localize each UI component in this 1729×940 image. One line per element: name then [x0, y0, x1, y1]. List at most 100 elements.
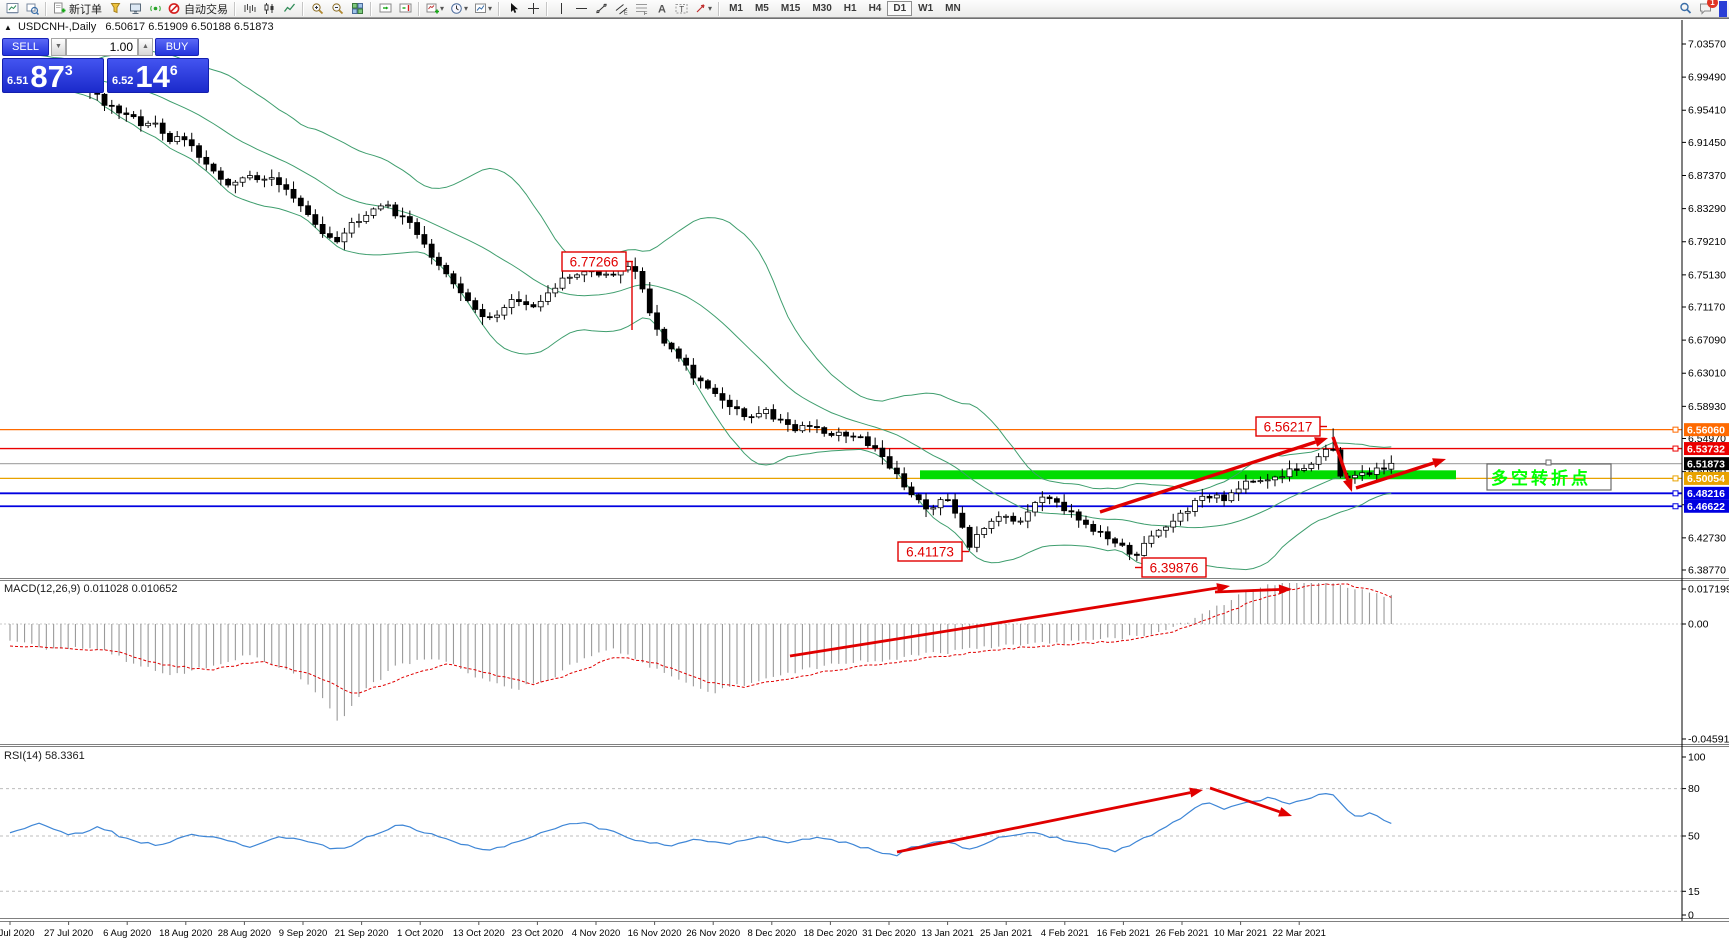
price-tick-label: 6.75130: [1688, 269, 1726, 281]
bollinger-bands: [9, 49, 1392, 571]
buy-button[interactable]: BUY: [155, 38, 199, 56]
new-order-icon: [54, 2, 66, 14]
line-chart-button[interactable]: [279, 1, 299, 17]
timeframe-w1-button[interactable]: W1: [918, 3, 934, 14]
hline-button[interactable]: [571, 1, 591, 17]
price-tick-label: 6.91450: [1688, 137, 1726, 149]
turning-point-label[interactable]: 多空转折点: [1486, 459, 1612, 491]
price-tick-label: 6.99490: [1688, 72, 1726, 84]
green-support-zone[interactable]: [920, 470, 1456, 480]
vline-button[interactable]: [551, 1, 571, 17]
price-tick-label: 6.87370: [1688, 170, 1726, 182]
timeframe-m1-button[interactable]: M1: [729, 3, 743, 14]
crosshair-button[interactable]: [523, 1, 543, 17]
channel-button[interactable]: E: [611, 1, 631, 17]
sell-price-pips: 87: [30, 59, 65, 94]
rsi-tick-label: 50: [1688, 831, 1700, 843]
toolbar-separator: [498, 1, 501, 16]
macd-tick-label: 0.00: [1688, 619, 1709, 631]
macd-tick-label: -0.045919: [1688, 733, 1729, 745]
rsi-tick-label: 100: [1688, 752, 1706, 764]
trend-arrows-main[interactable]: [1099, 436, 1446, 514]
cursor-button[interactable]: [503, 1, 523, 17]
timeframe-m5-button[interactable]: M5: [754, 3, 769, 14]
price-tag-annotations[interactable]: 6.77266 6.56217 6.41173 6.39876: [561, 251, 1327, 578]
autotrade-button[interactable]: 自动交易: [165, 1, 231, 17]
periods-icon: [451, 3, 462, 14]
funnel-button[interactable]: [105, 1, 125, 17]
timeframe-h4-button[interactable]: H4: [868, 3, 882, 14]
timeframe-mn-button[interactable]: MN: [945, 3, 961, 14]
trendline-button[interactable]: [591, 1, 611, 17]
chevron-down-icon: ▾: [708, 4, 713, 13]
chart-shift-button[interactable]: [375, 1, 395, 17]
collapse-icon[interactable]: ▲: [4, 23, 12, 32]
indicators-button[interactable]: ▾: [423, 1, 447, 17]
timeframe-m30-button[interactable]: M30: [812, 3, 832, 14]
toolbar-separator: [302, 1, 304, 16]
timeframe-m15-button[interactable]: M15: [780, 3, 801, 14]
periods-button[interactable]: ▾: [447, 1, 471, 17]
price-axis[interactable]: 7.03570 6.99490 6.95410 6.91450 6.87370 6.832…: [1672, 20, 1729, 922]
volume-up-button[interactable]: ▲: [138, 38, 153, 56]
label-button[interactable]: T: [671, 1, 691, 17]
notifications-button[interactable]: 1: [1695, 0, 1718, 17]
templates-button[interactable]: ▾: [471, 1, 495, 17]
timeframe-h1-button[interactable]: H1: [843, 3, 857, 14]
horizontal-level-lines[interactable]: [0, 429, 1682, 508]
label-icon: T: [675, 4, 688, 14]
chart-autoscroll-button[interactable]: [395, 1, 415, 17]
fibo-icon: F: [635, 4, 648, 15]
templates-icon: [475, 3, 487, 13]
text-button[interactable]: A: [651, 1, 671, 17]
macd-pane: [0, 583, 1682, 721]
trend-arrows-macd[interactable]: [789, 583, 1292, 658]
window-edge-strip: [1719, 0, 1727, 17]
level-price-label: [1684, 423, 1729, 437]
svg-text:6.50054: 6.50054: [1687, 473, 1725, 485]
autotrade-icon: [168, 3, 180, 14]
indicators-icon: [426, 3, 439, 14]
date-tick-label: 18 Dec 2020: [803, 928, 857, 939]
price-tag-text: 6.77266: [570, 255, 619, 270]
chart-title: ▲ USDCNH-,Daily 6.50617 6.51909 6.50188 …: [4, 21, 274, 33]
terminal-button[interactable]: [125, 1, 145, 17]
trend-arrows-rsi[interactable]: [896, 786, 1292, 854]
date-axis[interactable]: 15 Jul 2020 27 Jul 2020 6 Aug 2020 18 Aug 2…: [0, 921, 1326, 940]
fibo-button[interactable]: F: [631, 1, 651, 17]
date-tick-label: 25 Jan 2021: [980, 928, 1032, 939]
date-tick-label: 26 Feb 2021: [1155, 928, 1208, 939]
rsi-tick-label: 80: [1688, 783, 1700, 795]
price-tick-label: 6.63010: [1688, 368, 1726, 380]
chart-ohlc-values: 6.50617 6.51909 6.50188 6.51873: [105, 21, 274, 33]
one-click-trade-panel: SELL ▼ ▲ BUY 6.51 87 3 6.52 14 6: [2, 38, 212, 93]
search-button[interactable]: [1675, 1, 1695, 17]
timeframe-d1-button[interactable]: D1: [887, 1, 913, 16]
sell-button[interactable]: SELL: [2, 38, 49, 56]
buy-price-box[interactable]: 6.52 14 6: [107, 58, 209, 93]
arrows-button[interactable]: ▾: [691, 1, 715, 17]
date-tick-label: 16 Feb 2021: [1097, 928, 1150, 939]
toolbar-separator: [546, 1, 549, 16]
chart-autoscroll-icon: [399, 3, 411, 13]
new-order-button[interactable]: 新订单: [50, 1, 105, 17]
volume-input[interactable]: [66, 38, 138, 56]
volume-down-button[interactable]: ▼: [51, 38, 66, 56]
tile-windows-button[interactable]: [347, 1, 367, 17]
svg-text:6.48216: 6.48216: [1687, 488, 1725, 500]
candles-button[interactable]: [259, 1, 279, 17]
signal-button[interactable]: [145, 1, 165, 17]
zoom-out-button[interactable]: [327, 1, 347, 17]
chart-window-button[interactable]: [2, 1, 22, 17]
tile-windows-icon: [351, 3, 363, 14]
zoom-in-button[interactable]: [307, 1, 327, 17]
zoom-window-button[interactable]: [22, 1, 42, 17]
price-tag-text: 6.41173: [906, 545, 954, 560]
date-tick-label: 4 Feb 2021: [1041, 928, 1089, 939]
vline-icon: [560, 3, 562, 14]
chevron-down-icon: ▾: [464, 4, 469, 13]
sell-price-box[interactable]: 6.51 87 3: [2, 58, 104, 93]
bars-button[interactable]: [239, 1, 259, 17]
svg-text:6.46622: 6.46622: [1687, 501, 1725, 513]
price-tag-text: 6.39876: [1150, 561, 1199, 576]
